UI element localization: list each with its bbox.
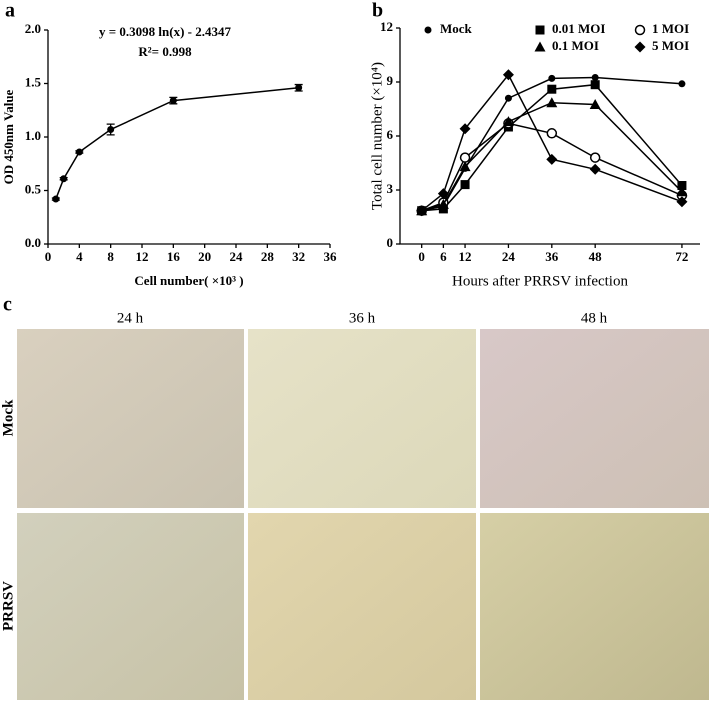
- marker: [634, 24, 646, 36]
- marker: [460, 180, 470, 190]
- x-tick-label: 32: [292, 249, 305, 264]
- x-tick-label: 8: [107, 249, 114, 264]
- marker: [416, 205, 428, 217]
- legend-label: 0.1 MOI: [552, 38, 599, 53]
- y-axis-label: OD 450nm Value: [1, 89, 16, 184]
- column-label: 36 h: [349, 310, 376, 326]
- x-tick-label: 28: [261, 249, 275, 264]
- y-axis-label: Total cell number (×10⁴): [369, 62, 385, 210]
- marker: [677, 181, 687, 190]
- marker: [534, 41, 546, 52]
- marker: [502, 69, 514, 81]
- marker: [502, 116, 514, 127]
- micrograph: [248, 329, 476, 508]
- marker: [107, 126, 115, 134]
- marker: [75, 148, 83, 156]
- y-tick-label: 1.5: [25, 74, 42, 89]
- x-tick-label: 20: [198, 249, 211, 264]
- marker: [60, 175, 68, 183]
- y-tick-label: 2.0: [25, 21, 41, 36]
- x-tick-label: 72: [675, 249, 688, 264]
- marker: [295, 84, 303, 92]
- x-tick-label: 48: [589, 249, 603, 264]
- annotation: y = 0.3098 ln(x) - 2.4347: [99, 24, 231, 39]
- legend-label: 1 MOI: [652, 21, 689, 36]
- marker: [169, 97, 177, 105]
- column-label: 24 h: [117, 310, 144, 326]
- marker: [589, 99, 601, 109]
- x-tick-label: 12: [136, 249, 149, 264]
- line: [55, 87, 299, 200]
- marker: [634, 41, 646, 53]
- x-tick-label: 4: [76, 249, 83, 264]
- y-tick-label: 1.0: [25, 128, 41, 143]
- marker: [437, 198, 449, 209]
- x-tick-label: 36: [545, 249, 559, 264]
- marker: [424, 26, 432, 34]
- y-tick-label: 12: [380, 19, 393, 34]
- y-tick-label: 6: [387, 127, 394, 142]
- marker: [589, 152, 601, 163]
- x-tick-label: 24: [230, 249, 244, 264]
- marker: [459, 161, 471, 172]
- annotation: R²= 0.998: [138, 44, 192, 59]
- marker: [678, 80, 686, 88]
- marker: [459, 152, 471, 163]
- marker: [52, 195, 60, 203]
- marker: [676, 196, 688, 208]
- legend-label: 0.01 MOI: [552, 21, 605, 36]
- marker: [546, 128, 558, 139]
- micrograph: [480, 513, 709, 700]
- y-tick-label: 9: [387, 73, 394, 88]
- micrograph: [17, 329, 244, 508]
- row-label: PRRSV: [0, 581, 16, 631]
- marker: [548, 74, 556, 82]
- marker: [591, 74, 599, 81]
- y-tick-label: 0.5: [25, 181, 42, 196]
- y-tick-label: 0: [387, 235, 394, 250]
- x-tick-label: 12: [459, 249, 472, 264]
- marker: [504, 94, 512, 102]
- micrograph: [248, 513, 476, 700]
- x-axis-label: Hours after PRRSV infection: [452, 273, 628, 289]
- legend-label: Mock: [440, 21, 473, 36]
- axis: [47, 30, 330, 245]
- micrograph-grid: [17, 329, 709, 700]
- x-tick-label: 0: [418, 249, 425, 264]
- micrograph: [480, 329, 709, 508]
- marker: [547, 84, 557, 94]
- x-tick-label: 0: [45, 249, 52, 264]
- marker: [589, 163, 601, 175]
- marker: [546, 97, 558, 108]
- marker: [437, 188, 449, 200]
- marker: [459, 123, 471, 135]
- row-label: Mock: [0, 399, 16, 436]
- micrograph: [17, 513, 244, 700]
- x-tick-label: 36: [324, 249, 338, 264]
- marker: [546, 153, 558, 165]
- y-tick-label: 0.0: [25, 235, 41, 250]
- y-tick-label: 3: [387, 181, 394, 196]
- x-tick-label: 6: [440, 249, 447, 264]
- column-label: 48 h: [581, 310, 608, 326]
- legend-label: 5 MOI: [652, 38, 689, 53]
- marker: [676, 186, 688, 197]
- x-axis-label: Cell number( ×10³ ): [134, 273, 243, 288]
- marker: [535, 25, 545, 35]
- panel-label: a: [5, 0, 15, 22]
- panel-label: c: [3, 294, 12, 316]
- x-tick-label: 16: [167, 249, 181, 264]
- panel-label: b: [372, 0, 383, 22]
- marker: [590, 80, 600, 90]
- x-tick-label: 24: [502, 249, 516, 264]
